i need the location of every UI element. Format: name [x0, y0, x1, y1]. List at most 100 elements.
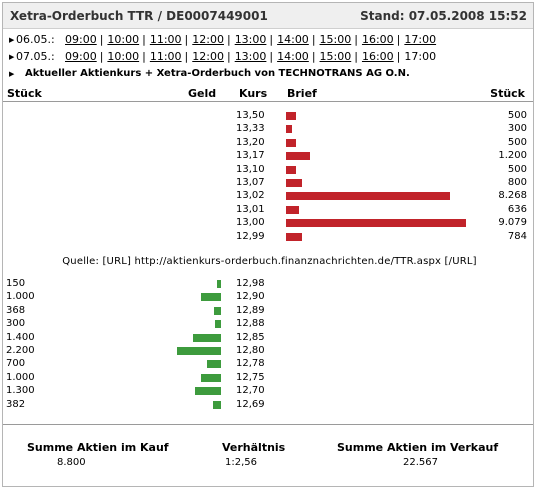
- time-link-1700: 17:00: [404, 50, 437, 63]
- separator: |: [311, 33, 316, 46]
- orderbook-frame: [2, 2, 534, 487]
- separator: |: [269, 33, 274, 46]
- bid-bar: [213, 400, 221, 409]
- summary-divider: [3, 424, 533, 425]
- separator: |: [269, 50, 274, 63]
- bid-volume: 368: [6, 304, 26, 316]
- col-kurs: Kurs: [239, 87, 268, 100]
- ask-volume: 500: [507, 163, 527, 175]
- time-link-1700[interactable]: 17:00: [404, 33, 437, 46]
- ask-price: 13,33: [236, 123, 265, 135]
- bid-bar: [214, 306, 221, 315]
- bid-volume: 1.000: [6, 291, 35, 303]
- time-link-1400[interactable]: 14:00: [277, 50, 309, 63]
- time-link-1500[interactable]: 15:00: [319, 50, 352, 63]
- summe-kauf-value: 8.800: [57, 457, 86, 468]
- separator: |: [99, 33, 104, 46]
- title-bar: Xetra-Orderbuch TTR / DE0007449001 Stand…: [3, 3, 533, 29]
- time-link-1200[interactable]: 12:00: [192, 33, 224, 46]
- separator: |: [354, 33, 358, 46]
- time-link-1600[interactable]: 16:00: [361, 50, 394, 63]
- separator: |: [311, 50, 316, 63]
- nav-date: 06.05.:: [16, 33, 55, 46]
- time-link-0900[interactable]: 09:00: [65, 33, 97, 46]
- ask-price: 12,99: [236, 230, 265, 242]
- separator: |: [226, 50, 231, 63]
- time-link-1500[interactable]: 15:00: [319, 33, 352, 46]
- triangle-right-icon: ▶: [9, 53, 15, 61]
- bid-price: 12,85: [236, 331, 265, 343]
- nav-date: 07.05.:: [16, 50, 55, 63]
- col-stueck-right: Stück: [490, 87, 525, 100]
- ask-volume: 1.200: [498, 150, 527, 162]
- bid-bar: [201, 293, 221, 302]
- verhaeltnis-value: 1:2,56: [225, 457, 257, 468]
- ask-bar: [286, 112, 296, 120]
- time-link-1600[interactable]: 16:00: [361, 33, 394, 46]
- bid-bar: [217, 280, 221, 288]
- ask-volume: 9.079: [498, 217, 527, 229]
- nav-row-day2: ▶ 07.05.: 09:00 | 10:00 | 11:00 | 12:00 | 13:00 |…: [3, 48, 533, 66]
- ask-bar: [286, 125, 292, 134]
- ask-bar: [286, 192, 450, 201]
- nav-times: 09:00 | 10:00 | 11:00 | 12:00 | 13:00 | 14:00 | 15:0…: [65, 48, 436, 66]
- bid-bar: [177, 347, 221, 355]
- bid-bar: [193, 333, 221, 342]
- ask-volume: 8.268: [498, 190, 527, 202]
- ask-price: 13,20: [236, 136, 265, 148]
- time-link-1000[interactable]: 10:00: [107, 33, 140, 46]
- bid-bar: [201, 373, 221, 382]
- time-link-1100[interactable]: 11:00: [149, 50, 182, 63]
- separator: |: [142, 33, 146, 46]
- nav-row-day1: ▶ 06.05.: 09:00 | 10:00 | 11:00 | 12:00 | 13:00 |…: [3, 31, 533, 49]
- bid-volume: 1.400: [6, 331, 35, 343]
- time-link-1200[interactable]: 12:00: [192, 50, 224, 63]
- ask-price: 13,50: [236, 110, 265, 121]
- separator: |: [396, 50, 401, 63]
- time-link-1400[interactable]: 14:00: [277, 33, 309, 46]
- bid-price: 12,88: [236, 318, 265, 330]
- bid-bar: [195, 387, 221, 396]
- time-link-1300[interactable]: 13:00: [234, 33, 267, 46]
- ask-bar: [286, 179, 302, 187]
- ask-bar: [286, 138, 296, 147]
- time-link-1100[interactable]: 11:00: [149, 33, 182, 46]
- bid-volume: 700: [6, 358, 26, 370]
- col-brief: Brief: [287, 87, 317, 100]
- bid-price: 12,80: [236, 345, 265, 356]
- separator: |: [184, 50, 189, 63]
- time-link-0900[interactable]: 09:00: [65, 50, 97, 63]
- ask-volume: 636: [507, 203, 527, 215]
- ask-bar: [286, 205, 299, 214]
- ask-bar: [286, 165, 296, 174]
- bid-price: 12,89: [236, 304, 265, 316]
- current-quote-link[interactable]: Aktueller Aktienkurs + Xetra-Orderbuch v…: [25, 68, 410, 79]
- nav-times: 09:00 | 10:00 | 11:00 | 12:00 | 13:00 | 14:00 | 15:0…: [65, 31, 436, 49]
- time-link-1000[interactable]: 10:00: [107, 50, 140, 63]
- ask-price: 13,02: [236, 190, 265, 202]
- separator: |: [184, 33, 189, 46]
- separator: |: [226, 33, 231, 46]
- ask-volume: 500: [507, 110, 527, 121]
- bid-volume: 300: [6, 318, 26, 330]
- bid-price: 12,69: [236, 398, 265, 410]
- column-header: Stück Geld Kurs Brief Stück: [3, 84, 533, 102]
- bid-volume: 1.000: [6, 371, 35, 383]
- col-stueck: Stück: [7, 87, 42, 100]
- bid-bar: [215, 320, 221, 329]
- ask-bar: [286, 232, 302, 241]
- page-title: Xetra-Orderbuch TTR / DE0007449001: [10, 9, 268, 23]
- bid-price: 12,98: [236, 278, 265, 289]
- ask-volume: 500: [507, 136, 527, 148]
- ask-volume: 784: [507, 230, 527, 242]
- col-geld: Geld: [188, 87, 217, 100]
- bid-volume: 2.200: [6, 345, 35, 356]
- separator: |: [354, 50, 358, 63]
- triangle-right-icon: ▶: [9, 70, 15, 78]
- summe-verkauf-label: Summe Aktien im Verkauf: [337, 441, 499, 454]
- bid-volume: 382: [6, 398, 26, 410]
- separator: |: [99, 50, 104, 63]
- bid-price: 12,78: [236, 358, 265, 370]
- bid-price: 12,75: [236, 371, 265, 383]
- time-link-1300[interactable]: 13:00: [234, 50, 267, 63]
